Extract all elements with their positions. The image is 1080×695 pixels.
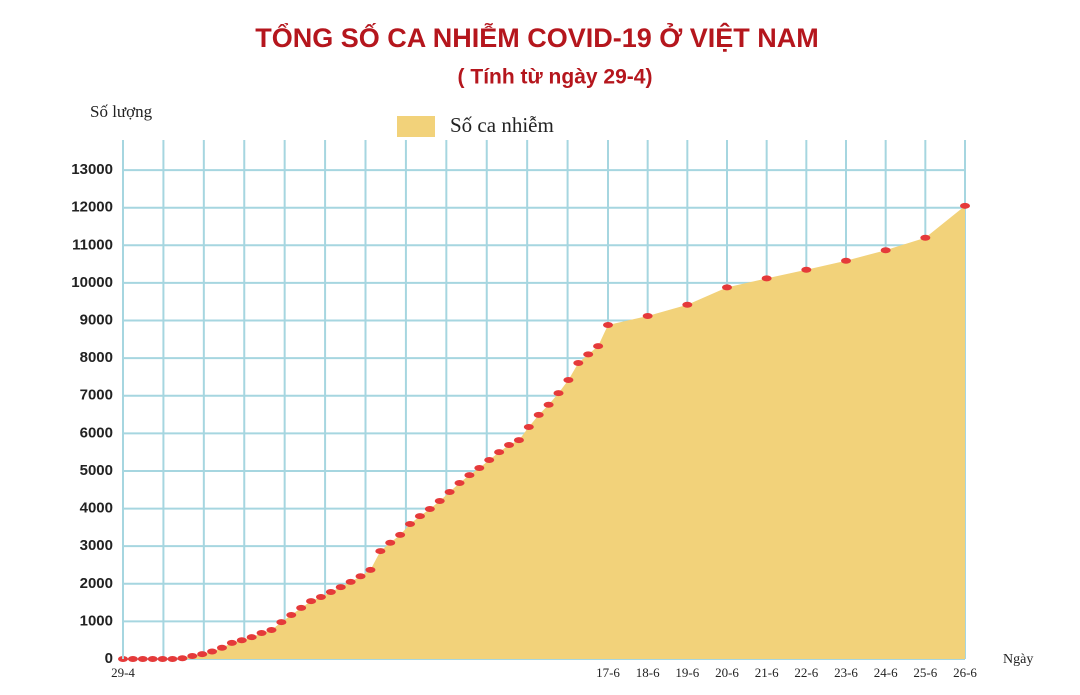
x-tick-label: 22-6 <box>794 665 818 680</box>
point <box>414 513 425 520</box>
y-tick-label: 4000 <box>80 500 113 517</box>
point <box>960 202 970 209</box>
point <box>365 566 376 573</box>
point <box>276 619 287 626</box>
point <box>405 520 416 527</box>
point <box>226 639 237 646</box>
x-tick-label: 19-6 <box>675 665 699 680</box>
point <box>424 505 435 512</box>
point <box>147 656 158 662</box>
point <box>236 637 247 644</box>
point <box>543 401 554 408</box>
point <box>335 584 346 591</box>
y-tick-label: 13000 <box>71 161 113 178</box>
y-tick-label: 12000 <box>71 199 113 216</box>
x-tick-label: 17-6 <box>596 665 620 680</box>
point <box>523 423 534 430</box>
point <box>246 634 257 641</box>
point <box>563 376 574 383</box>
point <box>513 437 524 444</box>
y-tick-label: 11000 <box>72 236 113 253</box>
legend-swatch <box>397 116 435 137</box>
y-tick-label: 6000 <box>80 424 113 441</box>
area <box>123 205 965 659</box>
point <box>325 589 336 596</box>
y-tick-label: 3000 <box>80 537 113 554</box>
point <box>761 275 772 282</box>
point <box>722 284 732 291</box>
point <box>454 479 465 486</box>
point <box>395 531 406 538</box>
y-tick-label: 5000 <box>80 462 113 479</box>
point <box>880 247 891 254</box>
point <box>553 390 564 397</box>
point <box>494 449 505 456</box>
point <box>157 656 168 662</box>
y-axis-label: Số lượng <box>90 102 153 121</box>
x-tick-label: 25-6 <box>913 665 937 680</box>
point <box>444 489 455 496</box>
point <box>603 322 613 329</box>
y-tick-label: 1000 <box>80 612 113 629</box>
plot <box>118 202 970 662</box>
point <box>573 360 584 367</box>
point <box>286 611 297 618</box>
point <box>296 604 307 611</box>
point <box>434 498 445 505</box>
x-tick-label: 26-6 <box>953 665 977 680</box>
point <box>137 656 148 662</box>
point <box>474 464 485 471</box>
legend: Số ca nhiễm <box>397 113 554 137</box>
y-tick-label: 8000 <box>80 349 113 366</box>
point <box>306 598 317 605</box>
point <box>801 266 812 273</box>
x-tick-label: 24-6 <box>874 665 898 680</box>
point <box>216 644 227 651</box>
y-tick-label: 10000 <box>71 274 113 291</box>
point <box>464 472 475 479</box>
point <box>841 257 851 264</box>
x-tick-label: 21-6 <box>755 665 779 680</box>
y-tick-label: 7000 <box>80 387 113 404</box>
point <box>533 411 544 418</box>
point <box>355 573 366 580</box>
point <box>177 655 188 662</box>
x-tick-label: 18-6 <box>636 665 660 680</box>
point <box>127 656 138 662</box>
point <box>167 656 178 662</box>
point <box>484 457 495 464</box>
x-tick-label: 29-4 <box>111 665 135 680</box>
point <box>345 578 356 585</box>
point <box>583 351 594 358</box>
point <box>504 442 515 449</box>
point <box>266 627 277 634</box>
y-tick-label: 0 <box>105 650 113 667</box>
point <box>385 539 396 546</box>
point <box>642 313 653 320</box>
point <box>207 648 218 655</box>
chart-subtitle: ( Tính từ ngày 29-4) <box>458 66 653 89</box>
point <box>187 652 198 659</box>
point <box>682 301 693 308</box>
chart-title: TỔNG SỐ CA NHIỄM COVID-19 Ở VIỆT NAM <box>255 21 819 53</box>
y-tick-label: 2000 <box>80 575 113 592</box>
y-tick-label: 9000 <box>80 311 113 328</box>
point <box>197 651 208 658</box>
point <box>920 234 931 241</box>
x-axis-label: Ngày <box>1003 652 1033 667</box>
x-tick-label: 23-6 <box>834 665 858 680</box>
point <box>593 343 604 350</box>
point <box>315 593 326 600</box>
legend-label: Số ca nhiễm <box>450 113 554 137</box>
x-tick-label: 20-6 <box>715 665 739 680</box>
point <box>375 548 386 555</box>
point <box>256 630 267 637</box>
